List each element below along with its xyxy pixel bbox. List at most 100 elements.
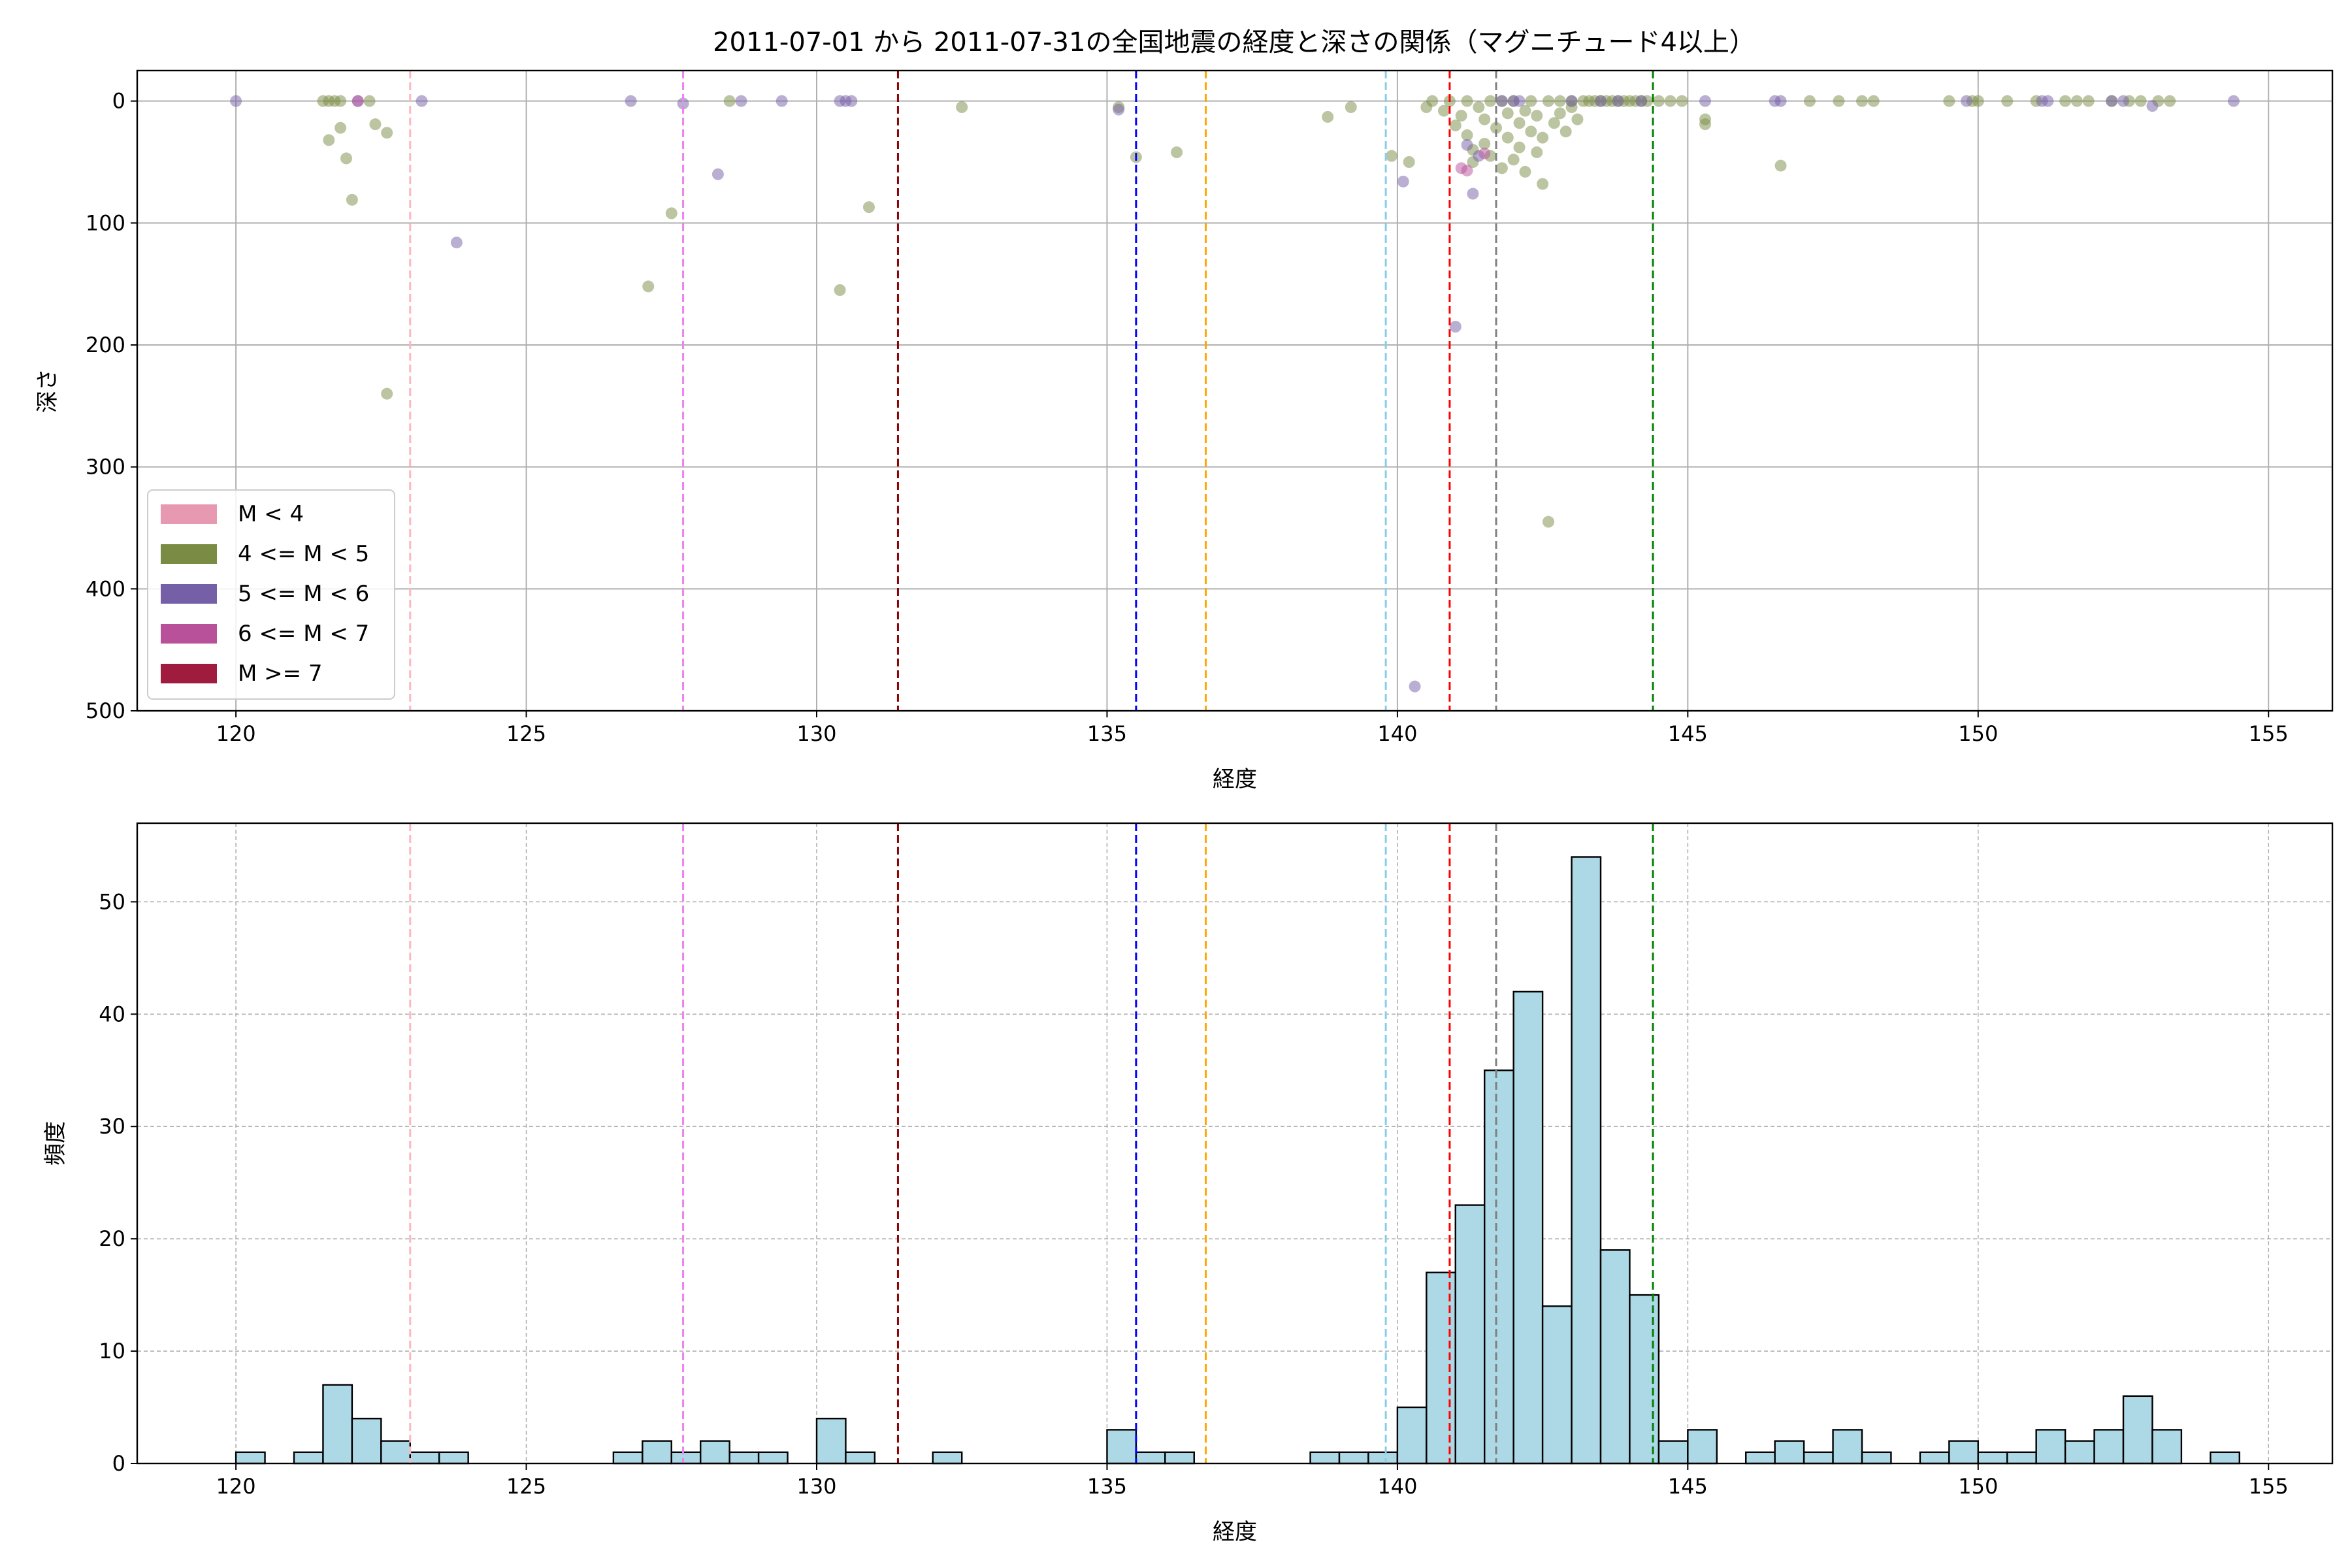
data-point [1171, 146, 1183, 159]
data-point [2146, 100, 2159, 112]
histogram-bar [1599, 1249, 1631, 1465]
data-point [1867, 95, 1880, 107]
data-point [2134, 95, 2147, 107]
data-point [1449, 321, 1462, 333]
data-point [1943, 95, 1955, 107]
legend-box [147, 489, 395, 700]
data-point [381, 387, 393, 400]
histogram-bar [2151, 1429, 2183, 1465]
histogram-bar [1367, 1451, 1399, 1465]
data-point [1531, 146, 1543, 159]
data-point [1537, 178, 1549, 190]
histogram-bar [2093, 1429, 2125, 1465]
data-point [1571, 113, 1584, 125]
data-point [335, 122, 347, 134]
histogram-bar [1106, 1429, 1137, 1465]
data-point [2070, 95, 2083, 107]
data-point [1652, 95, 1665, 107]
scatter-frame [136, 69, 2334, 712]
data-point [1345, 101, 1357, 113]
data-point [1461, 95, 1473, 107]
x-tick-label: 150 [1958, 1474, 1998, 1499]
data-point [1473, 101, 1485, 113]
data-point [1513, 95, 1526, 107]
histogram-bar [1164, 1451, 1195, 1465]
data-point [834, 284, 846, 296]
data-point [381, 127, 393, 139]
x-tick-label: 155 [2249, 721, 2289, 746]
x-tick-label: 135 [1087, 1474, 1127, 1499]
data-point [1519, 165, 1531, 178]
data-point [340, 152, 352, 165]
data-point [1664, 95, 1676, 107]
data-point [1113, 103, 1125, 116]
data-point [1426, 95, 1439, 107]
histogram-bar [322, 1384, 353, 1465]
data-point [845, 95, 858, 107]
data-point [1560, 125, 1572, 138]
data-point [1467, 188, 1479, 200]
legend-label: M >= 7 [238, 661, 323, 687]
histogram-bar [1861, 1451, 1892, 1465]
data-point [2227, 95, 2240, 107]
histogram-bar [1426, 1271, 1456, 1465]
histogram-bar [1832, 1429, 1863, 1465]
data-point [1635, 95, 1648, 107]
x-tick-label: 145 [1668, 721, 1708, 746]
data-point [1501, 131, 1514, 144]
y-tick-label: 0 [112, 89, 125, 114]
data-point [1322, 110, 1334, 123]
data-point [1543, 95, 1554, 107]
data-point [1409, 680, 1421, 693]
x-tick-label: 125 [506, 1474, 546, 1499]
data-point [1554, 95, 1566, 107]
data-point [2059, 95, 2072, 107]
histogram-bar [1454, 1204, 1486, 1465]
histogram-bar [700, 1440, 730, 1465]
y-tick-label: 300 [86, 455, 125, 480]
legend-label: M < 4 [238, 501, 304, 527]
data-point [1484, 95, 1497, 107]
data-point [2164, 95, 2176, 107]
histogram-bar [1919, 1451, 1950, 1465]
data-point [1554, 107, 1566, 120]
data-point [2106, 95, 2118, 107]
data-point [2082, 95, 2095, 107]
histogram-frame [136, 822, 2334, 1465]
histogram-reference-lines [409, 823, 1654, 1463]
legend-label: 4 <= M < 5 [238, 541, 369, 567]
histogram-bar [235, 1451, 266, 1465]
data-point [1972, 95, 1984, 107]
x-tick-label: 120 [216, 721, 256, 746]
scatter-axes: 120 125 130 135 140 145 150 155 0 100 200 300 400 500… [35, 69, 2334, 792]
legend-swatch [161, 624, 217, 644]
y-tick-label: 0 [112, 1451, 125, 1476]
data-point [1386, 150, 1397, 162]
x-tick-label: 140 [1377, 1474, 1417, 1499]
data-point [1525, 125, 1537, 138]
data-point [1461, 165, 1473, 177]
data-point [1699, 95, 1711, 107]
histogram-bar [1774, 1440, 1805, 1465]
data-point [1565, 95, 1578, 107]
histogram-bar [2006, 1451, 2037, 1465]
data-point [1774, 159, 1787, 172]
histogram-bar [1803, 1451, 1834, 1465]
histogram-plot-area [137, 823, 2332, 1463]
data-point [363, 95, 376, 107]
histogram-bar [1309, 1451, 1341, 1465]
data-point [369, 118, 382, 131]
histogram-bar [932, 1451, 963, 1465]
data-point [642, 280, 655, 293]
data-point [1449, 120, 1462, 131]
data-point [1478, 113, 1491, 125]
data-point [1513, 141, 1526, 154]
data-point [1513, 117, 1526, 129]
histogram-bar [1512, 990, 1544, 1465]
data-point [625, 95, 637, 107]
scatter-ticks: 120 125 130 135 140 145 150 155 0 100 200 300 400 500 [86, 89, 2289, 746]
data-point [677, 97, 689, 110]
scatter-plot-area [137, 71, 2332, 711]
data-point [1525, 95, 1537, 107]
histogram-bar [1687, 1429, 1718, 1465]
